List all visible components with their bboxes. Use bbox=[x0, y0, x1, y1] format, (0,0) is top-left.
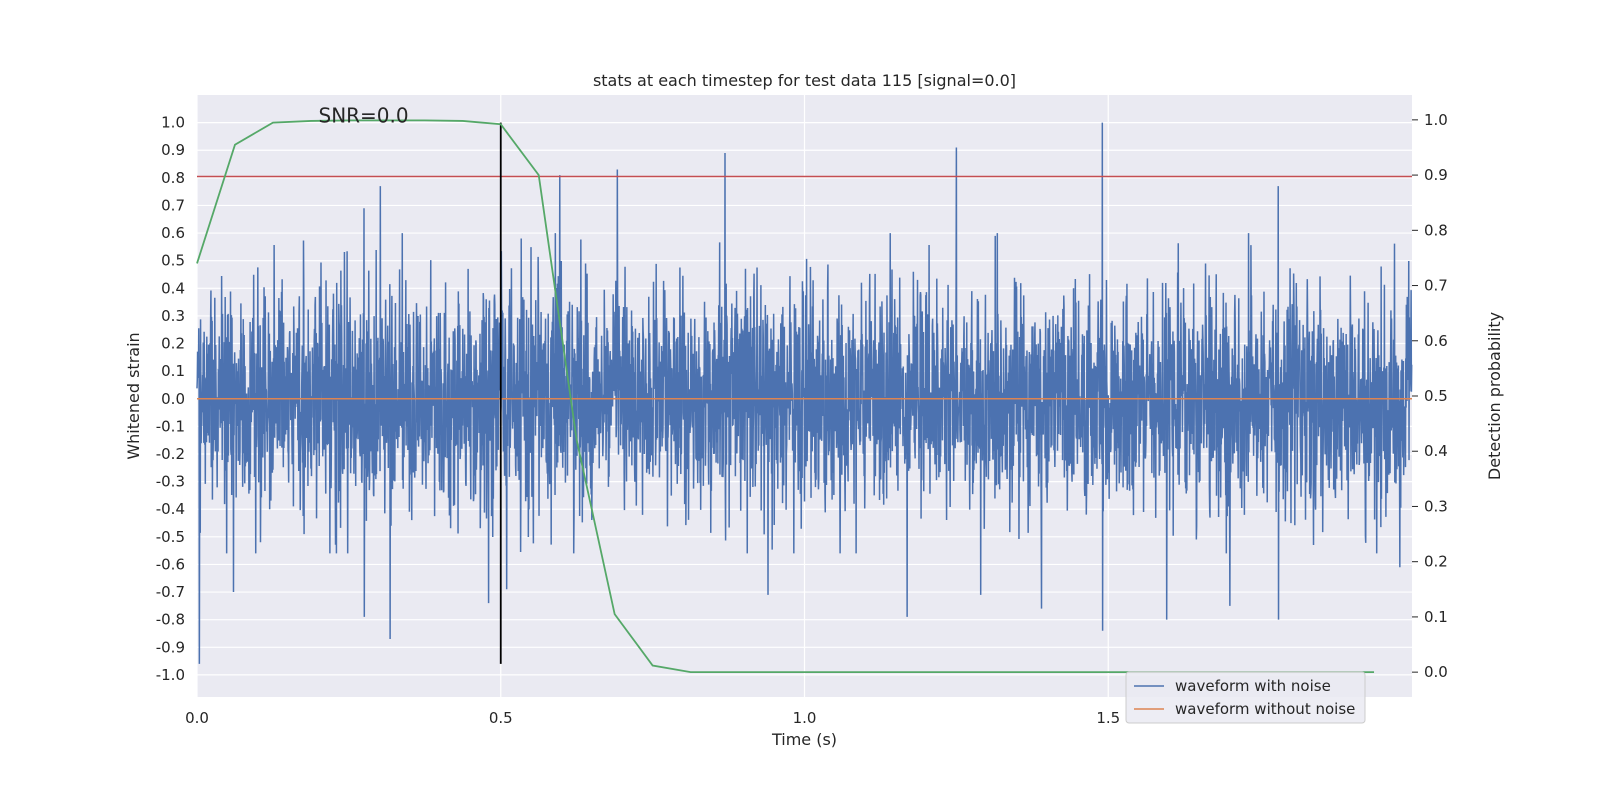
y-right-tick-label: 0.2 bbox=[1424, 553, 1448, 571]
y-tick-label: -0.4 bbox=[156, 500, 185, 518]
y-tick-label: 0.8 bbox=[161, 169, 185, 187]
x-axis-label: Time (s) bbox=[771, 730, 837, 749]
y-tick-label: -0.1 bbox=[156, 417, 185, 435]
x-tick-label: 0.5 bbox=[489, 709, 513, 727]
y-right-tick-label: 0.0 bbox=[1424, 663, 1448, 681]
legend-label-waveform-with-noise: waveform with noise bbox=[1175, 677, 1331, 695]
axes: 0.0 0.5 1.0 1.5 1.0 0.9 0.8 0.7 0.6 0.5 0.4 0.3 0.2 0… bbox=[156, 111, 1448, 727]
y-tick-label: 0.9 bbox=[161, 141, 185, 159]
y-right-tick-label: 0.4 bbox=[1424, 442, 1448, 460]
y-axis-right-label: Detection probability bbox=[1485, 312, 1504, 480]
y-right-tick-label: 0.6 bbox=[1424, 332, 1448, 350]
y-tick-label: 0.5 bbox=[161, 252, 185, 270]
y-right-tick-label: 1.0 bbox=[1424, 111, 1448, 129]
y-tick-label: -0.8 bbox=[156, 611, 185, 629]
legend-box bbox=[1125, 671, 1366, 724]
x-tick-label: 1.5 bbox=[1096, 709, 1120, 727]
y-tick-label: -0.2 bbox=[156, 445, 185, 463]
series-waveform-with-noise bbox=[196, 122, 1413, 664]
y-right-tick-label: 0.3 bbox=[1424, 497, 1448, 515]
legend-label-waveform-without-noise: waveform without noise bbox=[1175, 700, 1355, 718]
y-right-tick-label: 0.1 bbox=[1424, 608, 1448, 626]
y-right-tick-label: 0.9 bbox=[1424, 166, 1448, 184]
y-tick-label: 0.7 bbox=[161, 196, 185, 214]
y-tick-label: 0.6 bbox=[161, 224, 185, 242]
chart-title: stats at each timestep for test data 115… bbox=[593, 71, 1016, 90]
y-tick-label: -0.7 bbox=[156, 583, 185, 601]
x-tick-label: 0.0 bbox=[185, 709, 209, 727]
y-tick-label: -0.5 bbox=[156, 528, 185, 546]
y-tick-label: 0.3 bbox=[161, 307, 185, 325]
y-right-tick-label: 0.5 bbox=[1424, 387, 1448, 405]
y-axis-label: Whitened strain bbox=[124, 332, 143, 459]
y-tick-label: -0.9 bbox=[156, 638, 185, 656]
y-right-tick-label: 0.7 bbox=[1424, 277, 1448, 295]
snr-annotation: SNR=0.0 bbox=[319, 104, 409, 128]
y-tick-label: 0.2 bbox=[161, 335, 185, 353]
y-tick-label: 1.0 bbox=[161, 114, 185, 132]
y-right-tick-label: 0.8 bbox=[1424, 221, 1448, 239]
series-layer bbox=[196, 122, 1413, 664]
legend: waveform with noise waveform without noi… bbox=[1125, 671, 1366, 724]
y-tick-label: 0.4 bbox=[161, 279, 185, 297]
x-tick-label: 1.0 bbox=[793, 709, 817, 727]
y-tick-label: -0.3 bbox=[156, 473, 185, 491]
y-tick-label: 0.1 bbox=[161, 362, 185, 380]
y-tick-label: -1.0 bbox=[156, 666, 185, 684]
y-tick-label: -0.6 bbox=[156, 555, 185, 573]
y-tick-label: 0.0 bbox=[161, 390, 185, 408]
